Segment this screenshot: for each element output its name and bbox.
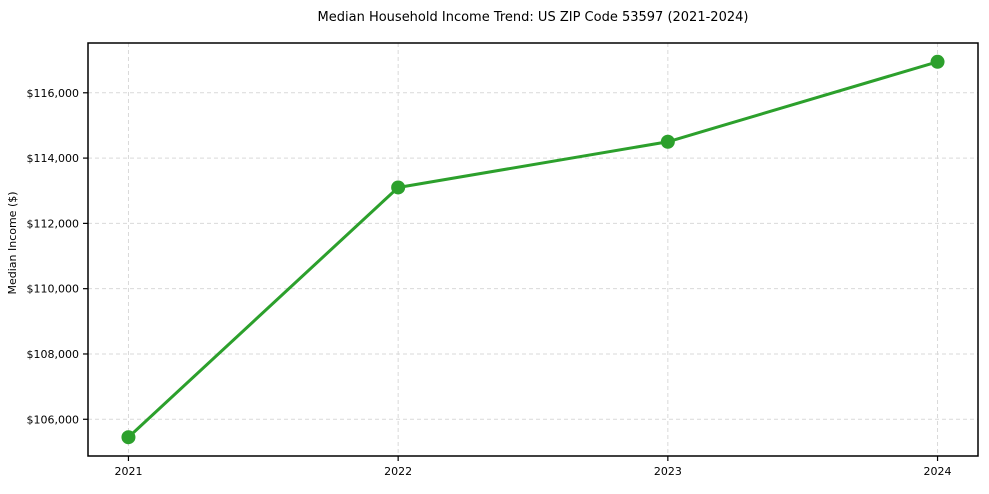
x-tick-label: 2021 xyxy=(114,465,142,478)
axis-ticks xyxy=(83,92,939,461)
data-point-marker xyxy=(121,430,136,445)
x-tick-label: 2024 xyxy=(924,465,952,478)
data-point-marker xyxy=(930,54,945,69)
gridlines xyxy=(88,43,978,456)
y-tick-label: $106,000 xyxy=(27,413,80,426)
y-tick-label: $114,000 xyxy=(27,152,80,165)
axis-tick-labels: 2021 2022 2023 2024 $106,000 $108,000 $110,000… xyxy=(27,87,952,478)
y-axis-label: Median Income ($) xyxy=(6,191,19,294)
chart-title: Median Household Income Trend: US ZIP Co… xyxy=(318,10,749,25)
y-tick-label: $108,000 xyxy=(27,348,80,361)
x-tick-label: 2023 xyxy=(654,465,682,478)
y-tick-label: $116,000 xyxy=(27,87,80,100)
data-point-marker xyxy=(391,180,406,195)
y-tick-label: $110,000 xyxy=(27,283,80,296)
x-tick-label: 2022 xyxy=(384,465,412,478)
data-point-marker xyxy=(660,134,675,149)
series-line xyxy=(126,60,940,439)
data-series xyxy=(121,54,945,445)
plot-border xyxy=(87,42,979,457)
y-tick-label: $112,000 xyxy=(27,217,80,230)
